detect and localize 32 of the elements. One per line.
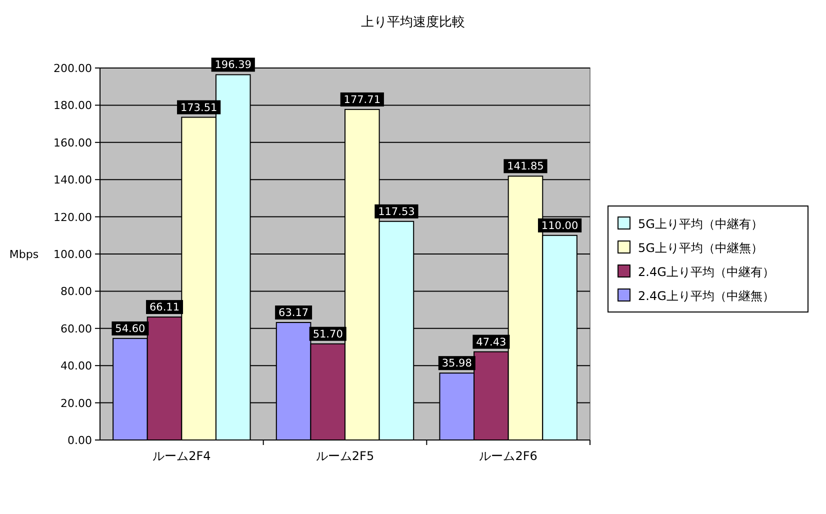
data-label: 63.17 — [278, 307, 309, 320]
data-label: 110.00 — [541, 220, 578, 232]
data-label: 47.43 — [476, 336, 506, 348]
chart-title: 上り平均速度比較 — [361, 14, 465, 30]
y-tick-label: 100.00 — [54, 248, 92, 261]
legend-label: 5G上り平均（中継無） — [638, 241, 763, 255]
x-tick-label: ルーム2F6 — [479, 449, 538, 463]
y-tick-label: 40.00 — [60, 360, 92, 373]
y-tick-label: 180.00 — [54, 99, 92, 112]
data-label: 35.98 — [442, 358, 472, 370]
x-tick-label: ルーム2F5 — [316, 449, 374, 463]
y-tick-label: 60.00 — [60, 322, 92, 336]
data-label: 117.53 — [378, 206, 415, 218]
data-label: 196.39 — [214, 59, 252, 72]
y-tick-label: 200.00 — [54, 62, 92, 75]
data-label: 177.71 — [344, 94, 381, 106]
y-axis-title: Mbps — [9, 248, 39, 261]
y-tick-label: 140.00 — [54, 174, 92, 187]
data-label: 51.70 — [312, 328, 343, 340]
x-tick-label: ルーム2F4 — [152, 449, 211, 463]
y-tick-label: 80.00 — [60, 285, 92, 298]
data-label: 66.11 — [149, 302, 180, 314]
data-label: 141.85 — [507, 160, 544, 173]
y-tick-label: 20.00 — [60, 396, 92, 410]
y-tick-label: 0.00 — [68, 434, 92, 447]
legend-label: 2.4G上り平均（中継有） — [638, 265, 774, 279]
y-tick-label: 160.00 — [54, 136, 92, 150]
legend-label: 5G上り平均（中継有） — [638, 217, 763, 231]
data-label: 173.51 — [180, 102, 218, 114]
legend-label: 2.4G上り平均（中継無） — [638, 289, 774, 303]
y-tick-label: 120.00 — [54, 210, 92, 224]
data-label: 54.60 — [115, 322, 146, 335]
